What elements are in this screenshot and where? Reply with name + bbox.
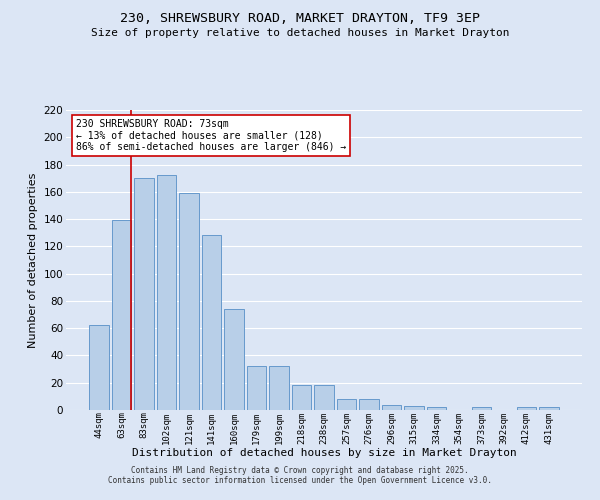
Text: Distribution of detached houses by size in Market Drayton: Distribution of detached houses by size … [131,448,517,458]
Bar [179,193,199,410]
Bar [89,326,109,410]
Bar [292,386,311,410]
Bar [269,366,289,410]
Text: Contains HM Land Registry data © Crown copyright and database right 2025.
Contai: Contains HM Land Registry data © Crown c… [108,466,492,485]
Bar [224,309,244,410]
Bar [359,399,379,410]
Bar [202,236,221,410]
Bar [134,178,154,410]
Bar [247,366,266,410]
Text: 230, SHREWSBURY ROAD, MARKET DRAYTON, TF9 3EP: 230, SHREWSBURY ROAD, MARKET DRAYTON, TF… [120,12,480,26]
Bar [517,408,536,410]
Bar [539,408,559,410]
Y-axis label: Number of detached properties: Number of detached properties [28,172,38,348]
Bar [382,404,401,410]
Bar [472,408,491,410]
Bar [314,386,334,410]
Bar [112,220,131,410]
Bar [157,176,176,410]
Bar [404,406,424,410]
Bar [337,399,356,410]
Bar [427,408,446,410]
Text: Size of property relative to detached houses in Market Drayton: Size of property relative to detached ho… [91,28,509,38]
Text: 230 SHREWSBURY ROAD: 73sqm
← 13% of detached houses are smaller (128)
86% of sem: 230 SHREWSBURY ROAD: 73sqm ← 13% of deta… [76,119,347,152]
